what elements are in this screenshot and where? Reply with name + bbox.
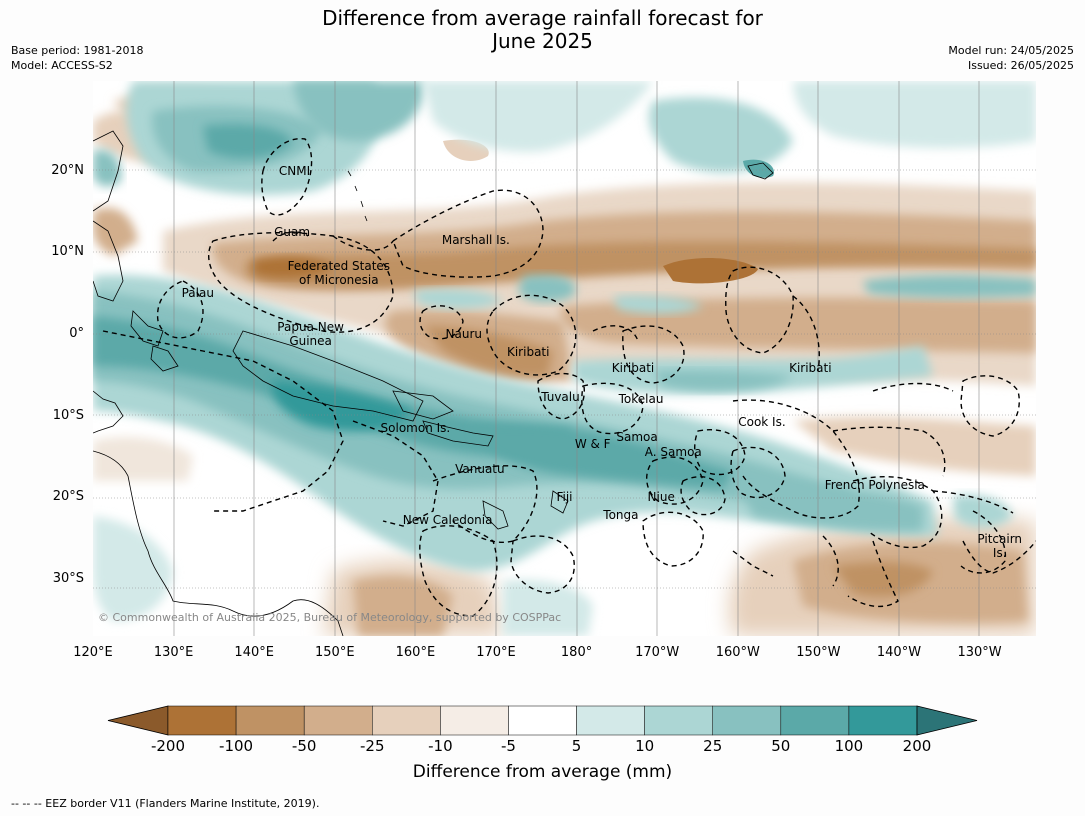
meta-left: Base period: 1981-2018 Model: ACCESS-S2 xyxy=(11,43,143,73)
base-period: Base period: 1981-2018 xyxy=(11,44,144,57)
colorbar-extend-high xyxy=(916,705,978,736)
colorbar-swatch xyxy=(235,705,305,736)
title-line-1: Difference from average rainfall forecas… xyxy=(322,6,763,30)
lat-tick-label: 10°S xyxy=(52,407,84,423)
colorbar-swatch xyxy=(644,705,713,736)
lon-tick-label: 160°E xyxy=(395,645,436,660)
colorbar-swatch xyxy=(576,705,645,736)
colorbar-tick-label: 200 xyxy=(902,737,932,755)
chart-title: Difference from average rainfall forecas… xyxy=(0,7,1085,53)
colorbar-extend-low xyxy=(107,705,169,736)
region-label: Tokelau xyxy=(618,392,664,407)
region-label: Fiji xyxy=(556,490,573,505)
region-label: Tonga xyxy=(603,508,639,523)
lon-tick-label: 120°E xyxy=(73,645,113,660)
region-label: Tuvalu xyxy=(541,389,580,404)
lat-tick-label: 20°N xyxy=(51,162,84,178)
colorbar-title: Difference from average (mm) xyxy=(412,762,673,782)
eez-borders xyxy=(102,137,1036,617)
lon-tick-label: 150°W xyxy=(796,645,841,660)
colorbar-tick-label: 50 xyxy=(771,737,791,755)
eez-footnote: -- -- -- EEZ border V11 (Flanders Marine… xyxy=(11,797,320,810)
colorbar-swatch xyxy=(712,705,782,736)
region-label: A. Samoa xyxy=(644,445,702,460)
region-label: Marshall Is. xyxy=(441,233,510,248)
lat-tick-label: 30°S xyxy=(52,570,84,586)
lon-tick-label: 160°W xyxy=(715,645,760,660)
lon-tick-label: 130°E xyxy=(153,645,194,660)
wet-anomaly-fields xyxy=(93,81,1036,636)
region-label: Papua New Guinea xyxy=(277,320,344,348)
region-label: New Caledonia xyxy=(402,513,493,528)
colorbar-swatch xyxy=(780,705,850,736)
colorbar-tick-label: -10 xyxy=(428,737,453,755)
colorbar-tick-label: -200 xyxy=(150,737,186,755)
rainfall-map: © Commonwealth of Australia 2025, Bureau… xyxy=(93,81,1036,636)
region-label: Kiribati xyxy=(611,361,655,376)
colorbar-swatch xyxy=(303,705,373,736)
colorbar-tick-label: 25 xyxy=(703,737,723,755)
region-label: Samoa xyxy=(616,429,658,444)
model-run: Model run: 24/05/2025 xyxy=(948,44,1074,57)
colorbar-swatch xyxy=(440,705,509,736)
copyright-overlay: © Commonwealth of Australia 2025, Bureau… xyxy=(98,611,561,624)
colorbar-tick-label: 5 xyxy=(571,737,582,755)
colorbar-swatch xyxy=(167,705,237,736)
region-label: Kiribati xyxy=(789,361,832,376)
region-label: Cook Is. xyxy=(738,415,786,430)
region-label: Guam xyxy=(274,224,311,239)
lat-tick-label: 20°S xyxy=(52,489,84,505)
region-label: Kiribati xyxy=(506,344,550,359)
coastlines xyxy=(93,130,774,636)
colorbar-swatch xyxy=(372,705,441,736)
colorbar-tick-label: 10 xyxy=(635,737,655,755)
colorbar-tick-label: -100 xyxy=(219,737,254,755)
meta-right: Model run: 24/05/2025 Issued: 26/05/2025 xyxy=(948,43,1074,73)
title-line-2: June 2025 xyxy=(492,29,593,53)
region-label: CNMI xyxy=(278,163,311,178)
region-label: French Polynesia xyxy=(824,478,925,492)
region-label: Federated States of Micronesia xyxy=(287,258,391,287)
lon-tick-label: 170°W xyxy=(635,645,680,660)
lon-tick-label: 130°W xyxy=(957,645,1002,660)
region-label: Palau xyxy=(181,286,214,301)
region-label: Pitcairn Is. xyxy=(977,532,1023,561)
colorbar-tick-label: -50 xyxy=(291,737,317,755)
lon-tick-label: 150°E xyxy=(315,645,355,660)
region-label: Solomon Is. xyxy=(380,420,451,435)
region-label: Vanuatu xyxy=(455,461,505,476)
colorbar-tick-label: 100 xyxy=(834,737,864,755)
lon-tick-label: 140°W xyxy=(876,645,922,660)
region-label: Niue xyxy=(647,490,675,505)
lat-tick-label: 0° xyxy=(69,326,84,341)
model-name: Model: ACCESS-S2 xyxy=(11,59,113,72)
lat-tick-label: 10°N xyxy=(51,244,84,260)
region-label: W & F xyxy=(574,437,611,452)
issued-date: Issued: 26/05/2025 xyxy=(967,59,1074,72)
graticule xyxy=(93,81,1036,636)
lon-tick-label: 170°E xyxy=(476,645,516,660)
colorbar-tick-label: -25 xyxy=(360,737,385,755)
region-label: Nauru xyxy=(445,327,482,341)
colorbar-tick-label: -5 xyxy=(500,737,516,755)
colorbar-swatch xyxy=(508,705,577,736)
lon-tick-label: 180° xyxy=(560,645,593,660)
colorbar-swatch xyxy=(848,705,918,736)
lon-tick-label: 140°E xyxy=(234,645,274,660)
colorbar xyxy=(107,705,978,736)
